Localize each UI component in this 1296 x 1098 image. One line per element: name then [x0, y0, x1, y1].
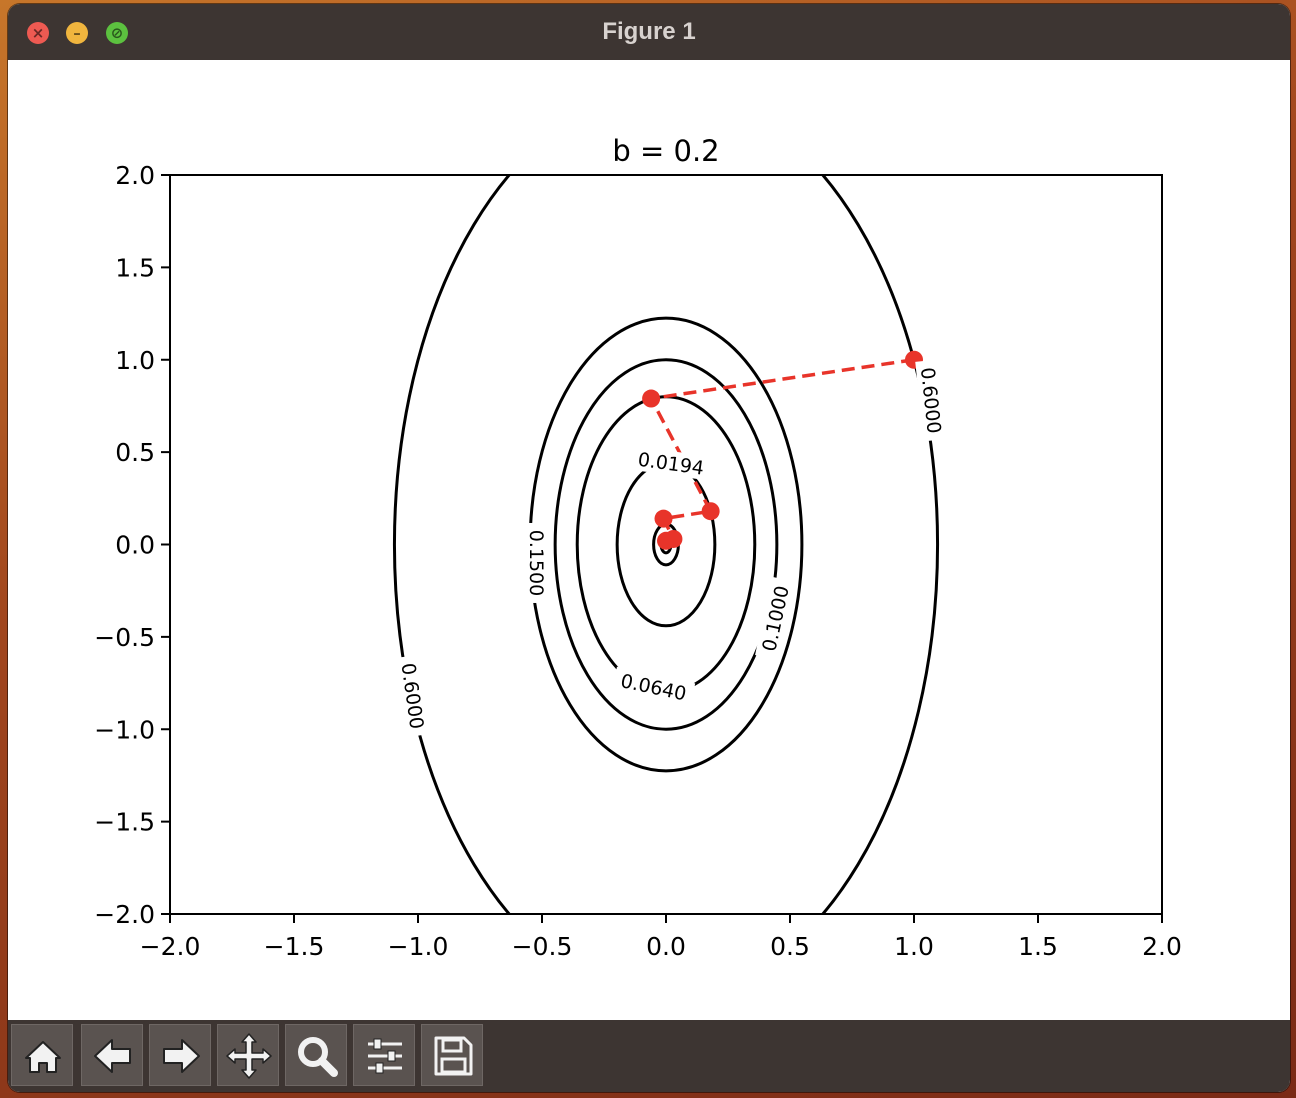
configure-subplots-icon	[368, 1038, 402, 1074]
path-point-5	[657, 531, 675, 550]
maximize-button[interactable]: ⊘	[106, 22, 128, 44]
x-axis-ticks: −2.0 −1.5 −1.0 −0.5 0.0 0.5 1.0 1.5 2.0	[140, 914, 1182, 961]
y-tick-label: 1.0	[115, 346, 155, 375]
contour-label-3: 0.1000	[755, 576, 796, 661]
path-point-1	[642, 389, 661, 408]
home-icon	[25, 1041, 61, 1073]
contour-label-1: 0.6000	[395, 654, 431, 738]
y-tick-label: 0.0	[115, 531, 155, 560]
zoom-magnifier-icon	[298, 1037, 338, 1077]
y-tick-label: 1.5	[115, 253, 155, 282]
back-arrow-icon	[94, 1039, 131, 1073]
chart-title: b = 0.2	[612, 134, 719, 168]
forward-arrow-icon	[163, 1039, 200, 1073]
path-point-3	[654, 509, 673, 528]
contour-label-text: 0.0194	[636, 449, 705, 480]
save-floppy-icon	[434, 1036, 473, 1076]
contour-label-2: 0.1500	[525, 522, 550, 603]
back-button[interactable]	[81, 1024, 143, 1086]
y-tick-label: −1.0	[94, 715, 155, 744]
x-tick-label: −1.5	[264, 932, 325, 961]
y-tick-label: −1.5	[94, 808, 155, 837]
zoom-button[interactable]	[285, 1024, 347, 1086]
close-button[interactable]: ×	[27, 22, 49, 44]
path-line	[648, 358, 915, 543]
home-button[interactable]	[11, 1024, 73, 1086]
contour-labels: 0.6000 0.6000 0.1500 0.1000 0.0640 0.0194	[395, 359, 948, 738]
minimize-icon: –	[73, 24, 81, 42]
x-tick-label: −2.0	[140, 932, 201, 961]
y-axis-ticks: 2.0 1.5 1.0 0.5 0.0 −0.5 −1.0 −1.5 −2.0	[94, 161, 170, 929]
x-tick-label: 0.5	[770, 932, 810, 961]
maximize-icon: ⊘	[110, 24, 124, 42]
x-tick-label: 1.5	[1018, 932, 1058, 961]
y-tick-label: −2.0	[94, 900, 155, 929]
x-tick-label: −0.5	[512, 932, 573, 961]
descent-path	[642, 350, 923, 550]
contour-chart[interactable]: b = 0.2 0.60000.60000.15000.10000.06400.…	[8, 60, 1290, 1020]
minimize-button[interactable]: –	[66, 22, 88, 44]
contour-label-text: 0.6000	[397, 662, 428, 731]
pan-button[interactable]	[217, 1024, 279, 1086]
plot-area[interactable]: b = 0.2 0.6000 0.6000 0.1500 0.1000 0.0640 0.…	[8, 60, 1290, 1020]
contour-label-0: 0.6000	[915, 359, 948, 442]
contour-level-0	[393, 175, 939, 914]
x-tick-label: 2.0	[1142, 932, 1182, 961]
y-tick-label: 2.0	[115, 161, 155, 190]
x-tick-label: 1.0	[894, 932, 934, 961]
navigation-toolbar	[8, 1020, 1290, 1092]
x-tick-label: −1.0	[388, 932, 449, 961]
forward-button[interactable]	[149, 1024, 211, 1086]
configure-subplots-button[interactable]	[353, 1024, 415, 1086]
y-tick-label: 0.5	[115, 438, 155, 467]
figure-window: × – ⊘ Figure 1 b = 0.2 0.6000 0.6000 0.150…	[8, 4, 1290, 1092]
window-title: Figure 1	[602, 18, 696, 45]
y-tick-label: −0.5	[94, 623, 155, 652]
pan-move-icon	[226, 1033, 272, 1079]
save-button[interactable]	[421, 1024, 483, 1086]
path-point-2	[701, 502, 720, 521]
contour-label-text: 0.1500	[525, 530, 547, 596]
close-icon: ×	[31, 24, 45, 42]
contour-label-4: 0.0640	[611, 666, 696, 707]
x-tick-label: 0.0	[646, 932, 686, 961]
title-bar[interactable]: × – ⊘ Figure 1	[8, 4, 1290, 61]
contour-level-2	[553, 358, 779, 731]
